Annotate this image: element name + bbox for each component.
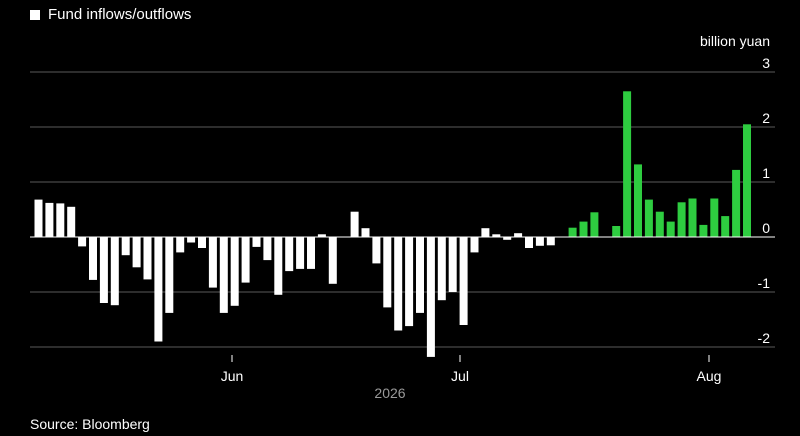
x-year-label: 2026 <box>374 385 405 401</box>
bar <box>34 199 43 237</box>
legend-label: Fund inflows/outflows <box>48 6 192 23</box>
y-tick-label: -2 <box>758 330 771 346</box>
bar <box>644 199 653 237</box>
legend-swatch <box>30 9 40 20</box>
bar <box>121 237 130 256</box>
y-tick-label: 3 <box>762 55 770 71</box>
bar <box>579 221 588 237</box>
bar <box>612 226 621 237</box>
bar <box>67 206 76 238</box>
y-tick-label: -1 <box>758 275 771 291</box>
bar <box>405 237 414 327</box>
unit-label: billion yuan <box>699 33 770 49</box>
bar <box>241 237 250 283</box>
bar <box>89 237 97 280</box>
bar <box>274 237 283 295</box>
y-tick-label: 0 <box>762 220 770 236</box>
bar <box>187 237 196 243</box>
x-ticks: Jun Jul Aug <box>221 355 722 384</box>
bar <box>56 203 65 237</box>
bar <box>514 233 523 238</box>
bar <box>350 211 359 237</box>
x-tick-label: Aug <box>697 368 722 384</box>
bar <box>143 237 152 280</box>
bar <box>263 237 272 261</box>
bar <box>525 237 533 248</box>
bar <box>623 91 632 238</box>
bar <box>732 169 741 237</box>
bar <box>78 237 87 247</box>
bar <box>721 216 730 237</box>
bar <box>437 237 446 301</box>
bar <box>99 237 108 303</box>
bar <box>296 237 305 269</box>
bar <box>568 227 577 238</box>
y-tick-label: 1 <box>762 165 770 181</box>
bar <box>285 237 294 272</box>
bar <box>383 237 392 308</box>
bar <box>219 237 228 313</box>
bar <box>546 237 555 246</box>
bar <box>481 228 490 237</box>
bar <box>45 202 54 237</box>
bar <box>208 237 217 288</box>
bars <box>30 91 775 357</box>
bar <box>699 224 708 237</box>
bar <box>361 228 370 237</box>
bar <box>503 237 512 240</box>
bar <box>448 237 457 292</box>
bar <box>317 234 326 238</box>
bar <box>165 237 174 313</box>
bar <box>666 221 675 237</box>
y-tick-label: 2 <box>762 110 770 126</box>
bar <box>198 237 206 248</box>
bar <box>328 237 337 284</box>
bar <box>710 198 719 237</box>
bar <box>394 237 403 331</box>
bar <box>132 237 141 268</box>
bar <box>688 198 697 237</box>
bar <box>492 234 501 238</box>
bar <box>743 124 751 237</box>
bar <box>176 237 185 253</box>
grid-lines <box>30 71 775 348</box>
bar <box>416 237 424 313</box>
bar <box>470 237 479 253</box>
bar <box>252 237 261 247</box>
bar <box>230 237 239 306</box>
y-tick-labels: 3 2 1 0 -1 -2 <box>758 55 771 346</box>
bar <box>372 237 381 264</box>
bar <box>110 237 119 306</box>
bar <box>154 237 163 342</box>
bar <box>459 237 468 325</box>
bar <box>590 212 599 238</box>
bar <box>655 211 664 237</box>
x-tick-label: Jun <box>221 368 244 384</box>
bar <box>307 237 315 269</box>
bar <box>677 202 686 237</box>
bar <box>426 237 435 357</box>
source-text: Source: Bloomberg <box>30 416 150 432</box>
x-tick-label: Jul <box>451 368 469 384</box>
bar <box>535 237 544 246</box>
bar <box>634 164 642 237</box>
legend: Fund inflows/outflows <box>30 6 191 23</box>
